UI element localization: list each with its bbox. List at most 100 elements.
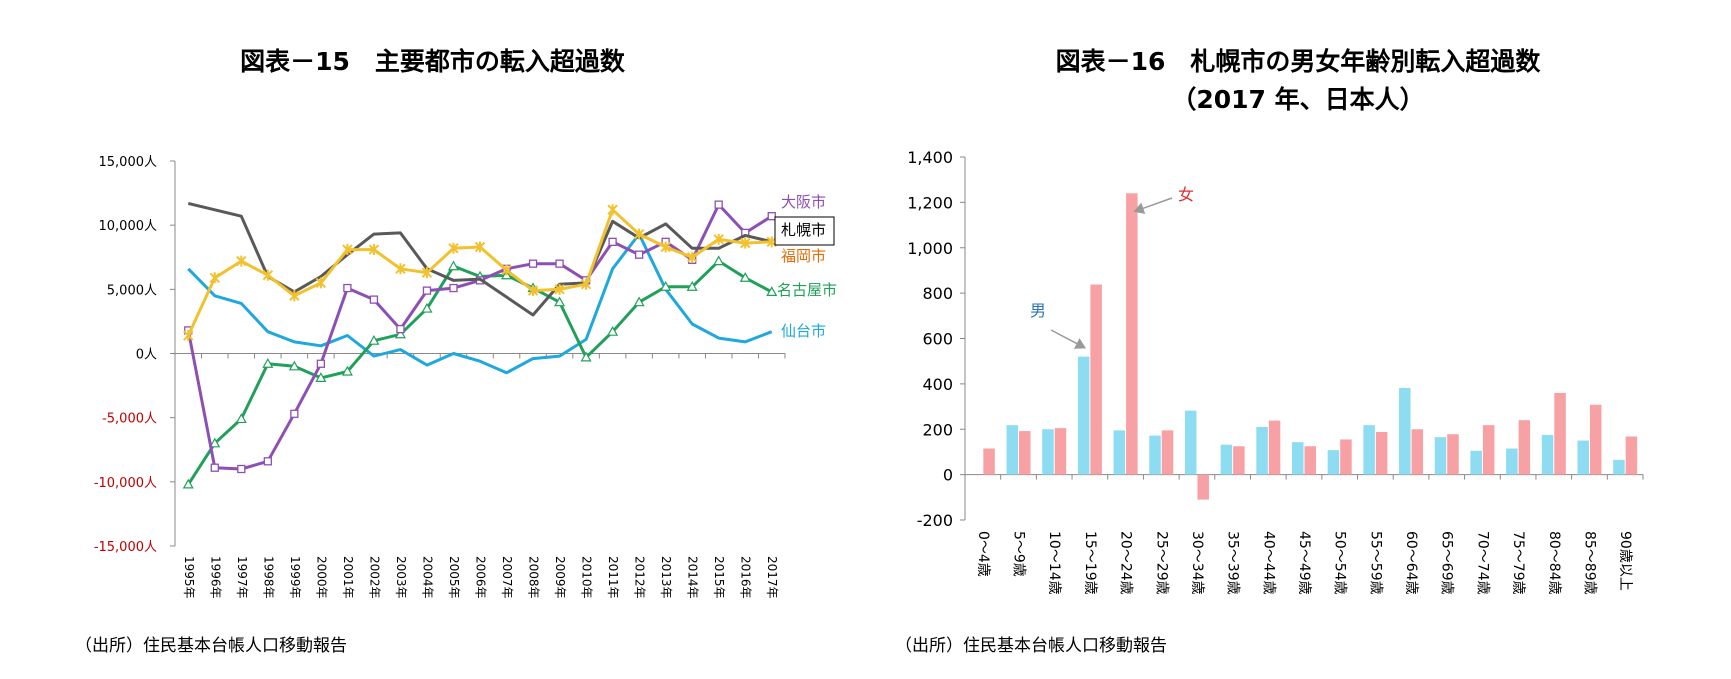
annotation-male-arrow [1050, 329, 1086, 349]
bar-female [1411, 429, 1424, 475]
category-group [1042, 428, 1067, 475]
data-point-fukuoka [315, 277, 327, 289]
data-point-osaka [237, 464, 246, 474]
bar-male [1541, 434, 1554, 475]
category-group [983, 448, 995, 475]
category-group [1363, 425, 1388, 475]
y-tick-label: 800 [922, 284, 953, 303]
category-group [1577, 404, 1602, 475]
x-tick-label: 85～89歳 [1581, 531, 1597, 595]
data-point-fukuoka [713, 233, 724, 245]
x-tick-label: 0～4歳 [975, 531, 991, 577]
data-point-nagoya [713, 255, 725, 266]
x-tick-label: 65～69歳 [1439, 531, 1455, 595]
x-tick-label: 2014年 [686, 556, 700, 599]
data-point-osaka [396, 324, 405, 334]
x-tick-label: 50～54歳 [1332, 531, 1348, 595]
x-tick-label: 2008年 [527, 556, 541, 599]
data-point-fukuoka [633, 228, 645, 240]
series-sapporo [187, 201, 773, 317]
bar-female [1197, 474, 1209, 500]
bar-female [1304, 446, 1316, 475]
x-tick-label: 25～29歳 [1153, 531, 1169, 595]
data-point-nagoya [262, 358, 274, 368]
data-point-nagoya [315, 372, 327, 382]
category-group [1006, 425, 1031, 475]
annotation-male-label: 男 [1030, 301, 1046, 320]
bar-male [1577, 440, 1589, 475]
data-point-osaka [263, 457, 272, 466]
category-group [1292, 442, 1316, 475]
series-line-nagoya [187, 259, 773, 486]
data-point-fukuoka [368, 244, 380, 256]
data-point-osaka [449, 283, 458, 293]
data-point-osaka [714, 200, 723, 209]
data-point-osaka [608, 237, 617, 247]
series-fukuoka [183, 204, 777, 342]
x-tick-label: 75～79歳 [1510, 531, 1526, 595]
x-tick-label: 2002年 [367, 556, 381, 599]
bar-female [983, 448, 995, 475]
x-tick-label: 2007年 [500, 556, 514, 599]
data-point-fukuoka [607, 204, 618, 216]
data-point-fukuoka [474, 241, 486, 253]
data-point-nagoya [235, 413, 247, 424]
x-tick-label: 2017年 [765, 556, 779, 599]
y-tick-label: 10,000人 [99, 219, 158, 234]
series-line-sendai [187, 232, 773, 375]
data-point-fukuoka [686, 251, 698, 263]
x-tick-label: 60～64歳 [1403, 531, 1419, 595]
bar-female [1126, 193, 1138, 475]
right-chart-panel: 図表－16 札幌市の男女年齢別転入超過数 （2017 年、日本人） 1,400 1… [865, 0, 1731, 679]
data-point-nagoya [368, 334, 380, 345]
category-group [1506, 420, 1531, 475]
data-point-osaka [343, 283, 352, 293]
bar-male [1327, 450, 1340, 475]
series-sendai [187, 232, 773, 375]
bar-male [1363, 425, 1375, 475]
left-chart-panel: 図表－15 主要都市の転入超過数 15,000人 10,000人 5,000人 0人 -… [0, 0, 865, 679]
data-point-fukuoka [209, 272, 220, 284]
x-tick-label: 5～9歳 [1011, 531, 1027, 577]
x-tick-label: 20～24歳 [1118, 531, 1134, 595]
series-label-sapporo: 札幌市 [781, 221, 826, 239]
migration-line-chart: 15,000人 10,000人 5,000人 0人 -5,000人 -10,000人 -15… [94, 155, 837, 599]
category-group [1434, 434, 1459, 475]
bar-female [1447, 434, 1459, 475]
bar-female [1054, 428, 1067, 475]
bar-female [1233, 446, 1245, 475]
data-point-nagoya [209, 437, 221, 448]
bar-female [1340, 439, 1352, 475]
data-point-nagoya [766, 286, 778, 296]
left-chart-title: 図表－15 主要都市の転入超過数 [240, 47, 625, 76]
y-tick-label: 5,000人 [107, 283, 157, 298]
data-point-fukuoka [289, 290, 300, 302]
x-tick-label: 1998年 [261, 556, 275, 599]
x-tick-label: 1995年 [182, 556, 196, 599]
data-point-fukuoka [342, 244, 353, 256]
x-tick-label: 1999年 [288, 556, 302, 599]
data-point-fukuoka [183, 330, 194, 342]
data-point-fukuoka [740, 237, 751, 249]
data-point-nagoya [580, 351, 592, 362]
left-source-note: （出所）住民基本台帳人口移動報告 [75, 636, 347, 656]
right-source-note: （出所）住民基本台帳人口移動報告 [895, 636, 1167, 656]
data-point-fukuoka [421, 267, 433, 279]
y-tick-label: -200 [917, 511, 953, 530]
x-tick-label: 90歳以上 [1617, 531, 1633, 591]
bar-male [1006, 425, 1019, 475]
data-point-osaka [528, 259, 538, 268]
data-point-fukuoka [236, 255, 247, 267]
y-tick-label: -10,000人 [94, 476, 157, 491]
y-tick-label: 600 [922, 330, 953, 349]
x-tick-label: 2013年 [659, 556, 673, 599]
x-tick-label: 15～19歳 [1082, 531, 1098, 595]
series-label-fukuoka: 福岡市 [781, 247, 826, 265]
bar-male [1077, 356, 1090, 475]
y-tick-label: 0人 [136, 348, 157, 363]
data-point-nagoya [739, 272, 751, 282]
bar-male [1613, 459, 1625, 475]
x-tick-label: 2004年 [420, 556, 434, 599]
data-point-nagoya [686, 281, 698, 291]
bar-male [1042, 429, 1054, 475]
